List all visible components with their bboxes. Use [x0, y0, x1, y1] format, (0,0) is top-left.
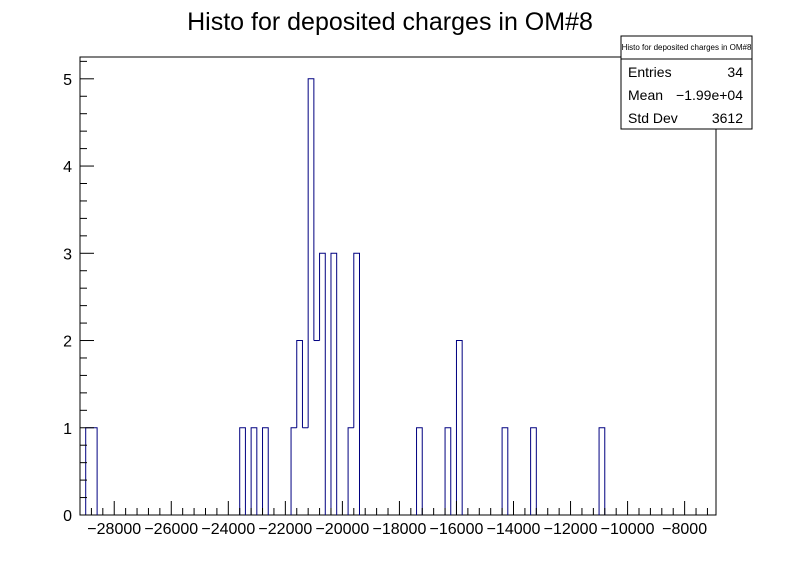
stats-stddev-label: Std Dev [628, 110, 678, 126]
y-tick-label: 1 [63, 421, 72, 438]
histogram-bin-3 [250, 427, 258, 515]
x-tick-label: −8000 [662, 521, 707, 538]
histogram-bin-19 [598, 427, 606, 515]
histogram-bin-5 [290, 427, 297, 515]
x-tick-label: −16000 [430, 521, 484, 538]
x-tick-label: −14000 [487, 521, 541, 538]
stats-box-frame [620, 35, 753, 130]
stats-stddev-value: 3612 [712, 110, 743, 126]
y-tick-label: 4 [63, 159, 72, 176]
histogram-bin-10 [319, 252, 326, 515]
y-tick-label: 2 [63, 334, 72, 351]
histogram-bin-1 [91, 427, 98, 515]
y-tick-label: 0 [63, 508, 72, 525]
y-tick-label: 3 [63, 246, 72, 263]
x-tick-label: −10000 [601, 521, 655, 538]
chart-title: Histo for deposited charges in OM#8 [187, 8, 593, 36]
histogram-bin-12 [347, 427, 354, 515]
histogram-bin-4 [262, 427, 269, 515]
stats-box: Histo for deposited charges in OM#8 Entr… [620, 35, 753, 130]
x-tick-label: −28000 [87, 521, 141, 538]
y-tick-label: 5 [63, 72, 72, 89]
histogram-bin-2 [239, 427, 246, 515]
histogram-bin-16 [455, 340, 463, 515]
plot-frame [79, 56, 717, 516]
stats-entries-value: 34 [727, 64, 743, 80]
histogram-bin-17 [501, 427, 509, 515]
histogram-bin-6 [296, 340, 303, 428]
x-axis: −28000 −26000 −24000 −22000 −20000 −18000 −160… [79, 501, 708, 538]
histogram-bin-18 [530, 427, 537, 515]
histogram-bin-13 [353, 252, 360, 515]
histogram-bin-0 [85, 427, 92, 515]
x-tick-label: −18000 [373, 521, 427, 538]
stats-mean-value: −1.99e+04 [676, 87, 743, 103]
stats-box-title: Histo for deposited charges in OM#8 [622, 43, 752, 52]
x-tick-label: −24000 [201, 521, 255, 538]
histogram-bin-8 [307, 78, 315, 428]
x-tick-label: −20000 [315, 521, 369, 538]
histogram-bars [85, 78, 606, 515]
x-tick-label: −26000 [144, 521, 198, 538]
histogram-bin-14 [416, 427, 423, 515]
stats-entries-label: Entries [628, 64, 672, 80]
x-tick-label: −12000 [544, 521, 598, 538]
y-axis: 0 1 2 3 4 5 [63, 60, 94, 525]
histogram-bin-15 [444, 427, 452, 515]
histogram-bin-11 [330, 252, 338, 515]
stats-mean-label: Mean [628, 87, 663, 103]
x-tick-label: −22000 [258, 521, 312, 538]
